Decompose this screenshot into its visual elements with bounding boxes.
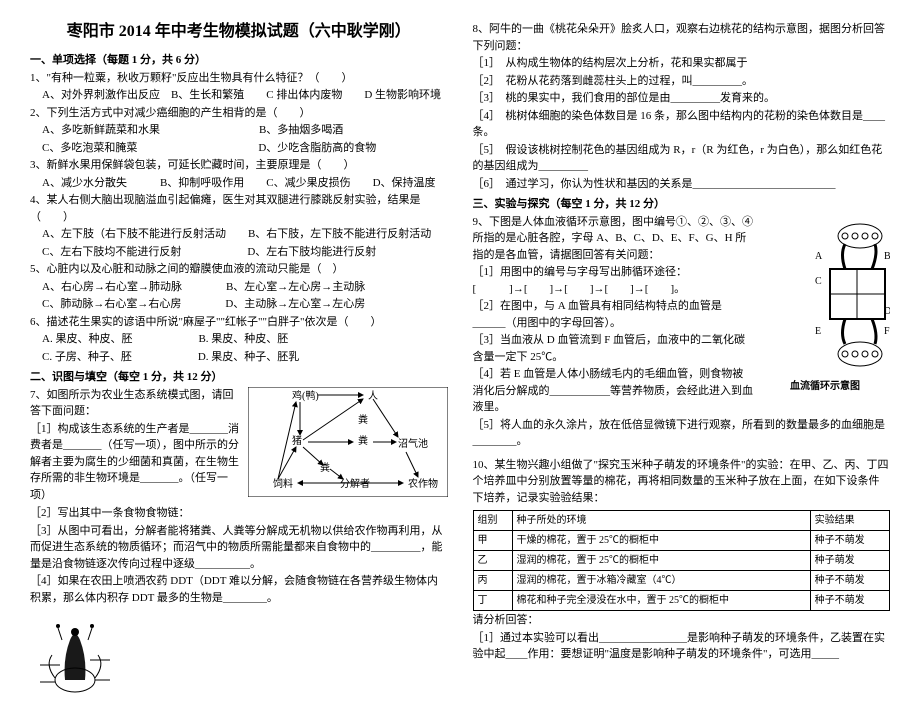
- q6-opt-b: C. 子房、种子、胚 D. 果皮、种子、胚乳: [30, 349, 448, 366]
- q3: 3、新鲜水果用保鲜袋包装，可延长贮藏时间，主要原理是（ ）: [30, 157, 448, 174]
- q4-opt-b: C、左右下肢均不能进行反射 D、左右下肢均能进行反射: [30, 244, 448, 261]
- cell: 丁: [473, 591, 512, 611]
- q2-opt-b: C、多吃泡菜和腌菜 D、少吃含脂肪高的食物: [30, 140, 448, 157]
- cell: 种子不萌发: [810, 591, 889, 611]
- section3-header: 三、实验与探究（每空 1 分，共 12 分）: [473, 196, 891, 213]
- cell: 丙: [473, 571, 512, 591]
- svg-text:人: 人: [368, 390, 378, 402]
- section1-header: 一、单项选择（每题 1 分，共 6 分）: [30, 52, 448, 69]
- cell: 种子不萌发: [810, 531, 889, 551]
- q2: 2、下列生活方式中对减少癌细胞的产生相背的是（ ）: [30, 105, 448, 122]
- table-row: 乙 湿润的棉花，置于 25℃的橱柜中 种子萌发: [473, 551, 890, 571]
- table-row: 甲 干燥的棉花，置于 25℃的橱柜中 种子不萌发: [473, 531, 890, 551]
- svg-text:B: B: [884, 251, 890, 262]
- q3-opts: A、减少水分散失 B、抑制呼吸作用 C、减少果皮损伤 D、保持温度: [30, 175, 448, 192]
- circulation-caption: 血流循环示意图: [760, 379, 890, 394]
- svg-text:粪: 粪: [320, 461, 330, 474]
- th-env: 种子所处的环境: [512, 511, 810, 531]
- q8-2: ［2］ 花粉从花药落到雌蕊柱头上的过程，叫_________。: [473, 73, 891, 90]
- q5-opt-b: C、肺动脉→右心室→右心房 D、主动脉→左心室→左心房: [30, 296, 448, 313]
- q7-2: ［2］写出其中一条食物食物链：: [30, 505, 448, 522]
- q9-5: ［5］将人血的永久涂片，放在低倍显微镜下进行观察，所看到的数量最多的血细胞是__…: [473, 417, 891, 450]
- section2-header: 二、识图与填空（每空 1 分，共 12 分）: [30, 369, 448, 386]
- cell: 湿润的棉花，置于冰箱冷藏室（4℃）: [512, 571, 810, 591]
- q10: 10、某生物兴趣小组做了"探究玉米种子萌发的环境条件"的实验：在甲、乙、丙、丁四…: [473, 457, 891, 507]
- cell: 棉花和种子完全浸没在水中，置于 25℃的橱柜中: [512, 591, 810, 611]
- q1: 1、"有种一粒粟，秋收万颗籽"反应出生物具有什么特征？（ ）: [30, 70, 448, 87]
- experiment-table: 组别 种子所处的环境 实验结果 甲 干燥的棉花，置于 25℃的橱柜中 种子不萌发…: [473, 510, 891, 611]
- svg-text:D: D: [884, 306, 890, 317]
- flower-diagram: [30, 610, 448, 700]
- cell: 干燥的棉花，置于 25℃的橱柜中: [512, 531, 810, 551]
- svg-text:粪: 粪: [358, 434, 368, 447]
- q8-3: ［3］ 桃的果实中，我们食用的部位是由_________发育来的。: [473, 90, 891, 107]
- q8-4: ［4］ 桃树体细胞的染色体数目是 16 条，那么图中结构内的花粉的染色体数目是_…: [473, 108, 891, 141]
- q8-6: ［6］ 通过学习，你认为性状和基因的关系是___________________…: [473, 176, 891, 193]
- page-title: 枣阳市 2014 年中考生物模拟试题（六中耿学刚）: [30, 20, 448, 44]
- svg-text:鸡(鸭): 鸡(鸭): [292, 389, 319, 402]
- q10-1: ［1］通过本实验可以看出________________是影响种子萌发的环境条件…: [473, 630, 891, 663]
- cell: 种子不萌发: [810, 571, 889, 591]
- svg-text:A: A: [815, 251, 823, 262]
- table-row: 丁 棉花和种子完全浸没在水中，置于 25℃的橱柜中 种子不萌发: [473, 591, 890, 611]
- svg-text:沼气池: 沼气池: [398, 437, 428, 450]
- q8-1: ［1］ 从构成生物体的结构层次上分析，花和果实都属于: [473, 55, 891, 72]
- q2-opt-a: A、多吃新鲜蔬菜和水果 B、多抽烟多喝酒: [30, 122, 448, 139]
- cell: 甲: [473, 531, 512, 551]
- svg-text:粪: 粪: [358, 413, 368, 426]
- cell: 湿润的棉花，置于 25℃的橱柜中: [512, 551, 810, 571]
- table-row: 组别 种子所处的环境 实验结果: [473, 511, 890, 531]
- circulation-diagram: A B C D E F 血流循环示意图: [760, 214, 890, 394]
- q6: 6、描述花生果实的谚语中所说"麻屋子""红帐子""白胖子"依次是（ ）: [30, 314, 448, 331]
- svg-text:饲料: 饲料: [273, 477, 293, 490]
- th-result: 实验结果: [810, 511, 889, 531]
- q6-opt-a: A. 果皮、种皮、胚 B. 果皮、种皮、胚: [30, 331, 448, 348]
- svg-text:C: C: [815, 276, 822, 287]
- q5: 5、心脏内以及心脏和动脉之间的瓣膜使血液的流动只能是（ ）: [30, 261, 448, 278]
- q7-3: ［3］从图中可看出，分解者能将猪粪、人粪等分解成无机物以供给农作物再利用，从而促…: [30, 523, 448, 573]
- svg-text:猪: 猪: [292, 435, 302, 447]
- q4-opt-a: A、左下肢（右下肢不能进行反射活动 B、右下肢，左下肢不能进行反射活动: [30, 226, 448, 243]
- q4: 4、某人右侧大脑出现脑溢血引起偏瘫，医生对其双腿进行膝跳反射实验，结果是（ ）: [30, 192, 448, 225]
- q8-5: ［5］ 假设该桃树控制花色的基因组成为 R，r（R 为红色，r 为白色），那么如…: [473, 142, 891, 175]
- ecosystem-diagram: 鸡(鸭) 人 猪 沼气池 粪 粪 粪 饲料 分解者 农作物: [248, 387, 448, 497]
- left-column: 枣阳市 2014 年中考生物模拟试题（六中耿学刚） 一、单项选择（每题 1 分，…: [30, 20, 448, 700]
- table-row: 丙 湿润的棉花，置于冰箱冷藏室（4℃） 种子不萌发: [473, 571, 890, 591]
- q10-ans: 请分析回答：: [473, 612, 891, 629]
- right-column: 8、阿牛的一曲《桃花朵朵开》脍炙人口，观察右边桃花的结构示意图，据图分析回答下列…: [473, 20, 891, 700]
- svg-text:E: E: [815, 326, 821, 337]
- q9-block: A B C D E F 血流循环示意图 9、下图是人体血液循环示意图，图中编号①…: [473, 214, 891, 451]
- cell: 乙: [473, 551, 512, 571]
- q7-4: ［4］如果在农田上喷洒农药 DDT（DDT 难以分解，会随食物链在各营养级生物体…: [30, 573, 448, 606]
- q8: 8、阿牛的一曲《桃花朵朵开》脍炙人口，观察右边桃花的结构示意图，据图分析回答下列…: [473, 21, 891, 54]
- q5-opt-a: A、右心房→右心室→肺动脉 B、左心室→左心房→主动脉: [30, 279, 448, 296]
- svg-text:农作物: 农作物: [408, 477, 438, 490]
- q1-opts: A、对外界刺激作出反应 B、生长和繁殖 C 排出体内废物 D 生物影响环境: [30, 87, 448, 104]
- cell: 种子萌发: [810, 551, 889, 571]
- q7-block: 鸡(鸭) 人 猪 沼气池 粪 粪 粪 饲料 分解者 农作物 7: [30, 387, 448, 505]
- th-group: 组别: [473, 511, 512, 531]
- svg-text:F: F: [884, 326, 890, 337]
